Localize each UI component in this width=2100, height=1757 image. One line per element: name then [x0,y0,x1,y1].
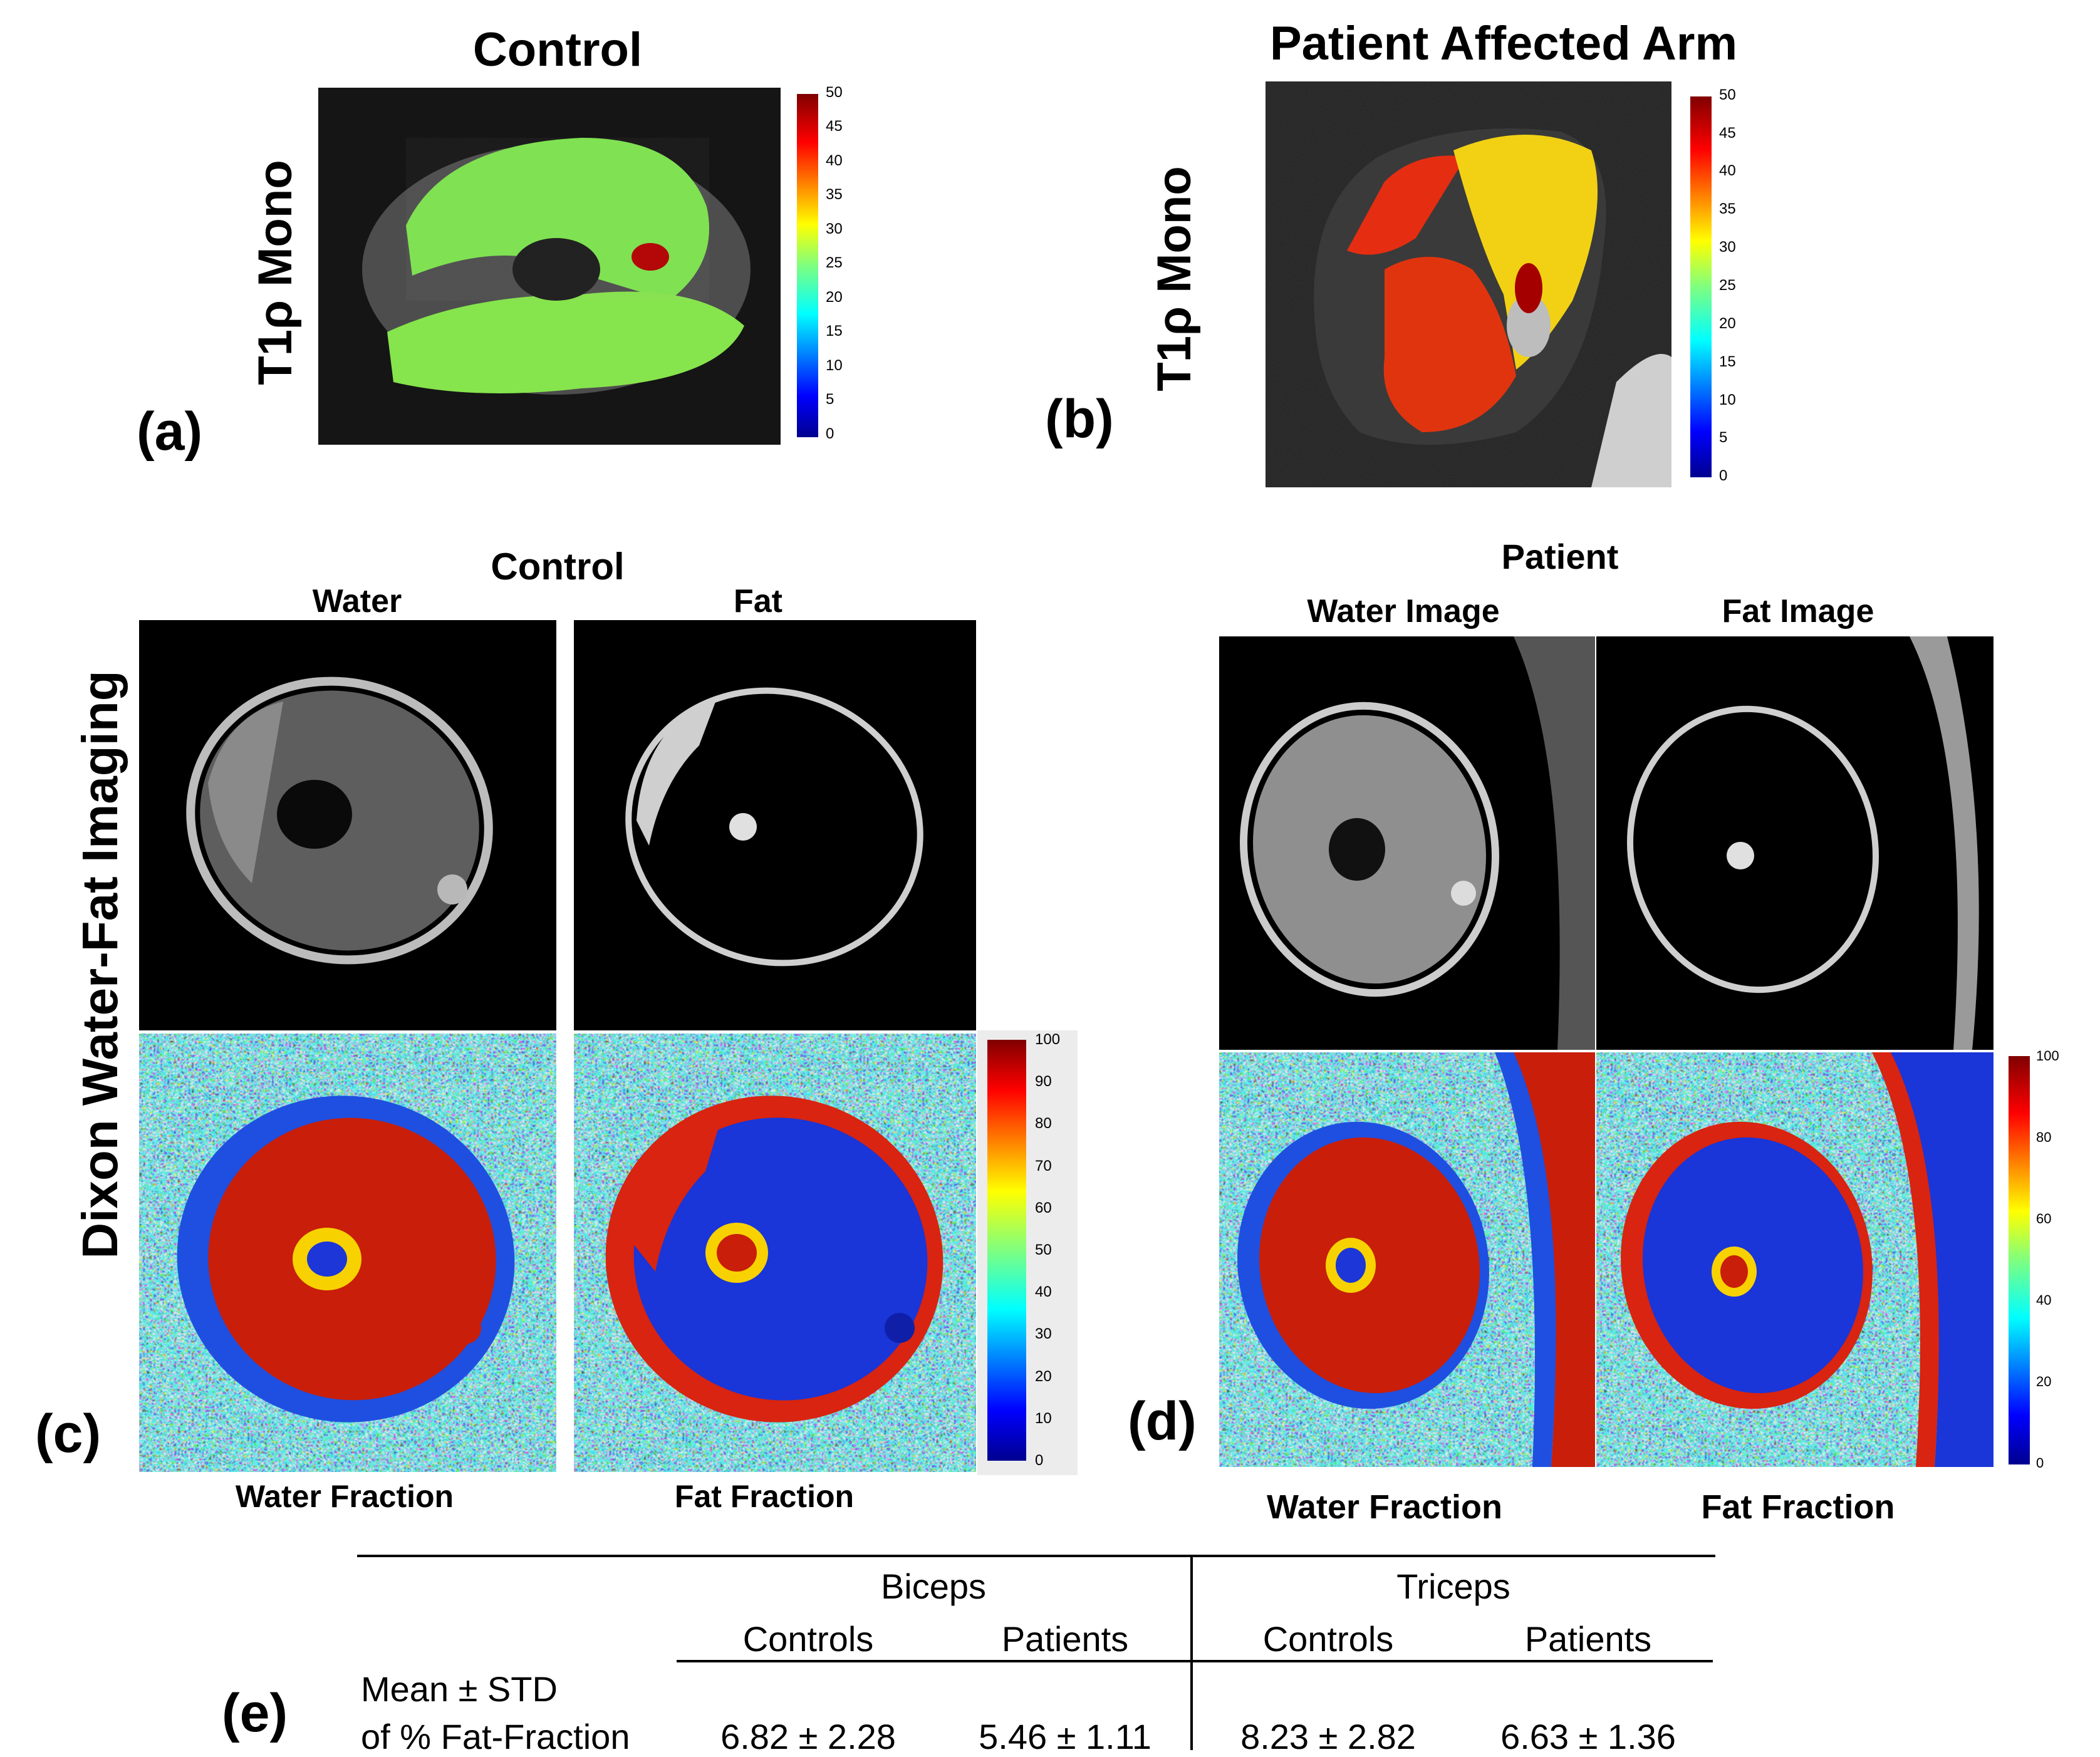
cbar-tick: 15 [1719,353,1736,370]
cbar-tick: 25 [826,254,843,271]
cbar-tick: 30 [1719,239,1736,256]
panel-d-colorbar [2009,1056,2030,1464]
panel-c-group-title: Control [491,546,625,588]
panel-b-colorbar [1690,96,1712,477]
panel-c-colorbar-ticks: 100 90 80 70 60 50 40 30 20 10 0 [1035,1032,1073,1471]
cbar-tick: 35 [826,186,843,203]
table-subheader: Patients [1001,1619,1129,1659]
panel-c-colorbar [987,1040,1026,1461]
cbar-tick: 30 [1035,1325,1052,1342]
cbar-tick: 0 [2036,1455,2044,1471]
cbar-tick: 0 [826,425,834,442]
table-cell-value: 5.46 ± 1.11 [979,1717,1151,1756]
table-group-triceps: Triceps [1396,1567,1510,1606]
panel-d-group-title: Patient [1501,537,1619,576]
panel-d-top-left-label: Water Image [1307,593,1500,630]
cbar-tick: 40 [826,152,843,169]
table-triceps-rule [1193,1660,1713,1662]
panel-a-letter: (a) [137,402,203,462]
panel-d-fat-fraction-map [1596,1052,1993,1467]
panel-d-water-fraction-map [1219,1052,1595,1467]
table-subheader: Controls [1262,1619,1394,1659]
panel-a-colorbar [797,94,818,437]
panel-c-water-image [139,620,556,1030]
cbar-tick: 20 [826,289,843,306]
panel-b-row-label: T1ρ Mono [1148,166,1201,391]
panel-d-bottom-left-label: Water Fraction [1266,1488,1503,1526]
panel-c-bottom-left-label: Water Fraction [235,1479,454,1514]
panel-b-title: Patient Affected Arm [1269,17,1738,70]
panel-d-bottom-right-label: Fat Fraction [1701,1488,1895,1526]
cbar-tick: 50 [826,84,843,101]
panel-c-bottom-right-label: Fat Fraction [674,1479,855,1514]
cbar-tick: 20 [2036,1374,2052,1389]
cbar-tick: 100 [2036,1048,2059,1064]
table-cell-value: 6.63 ± 1.36 [1500,1717,1676,1756]
cbar-tick: 90 [1035,1073,1052,1090]
cbar-tick: 0 [1719,467,1728,484]
panel-c-fat-image [574,620,976,1030]
cbar-tick: 60 [1035,1200,1052,1216]
cbar-tick: 80 [1035,1115,1052,1132]
panel-c-water-fraction-map [139,1034,556,1472]
cbar-tick: 60 [2036,1211,2052,1226]
cbar-tick: 25 [1719,277,1736,294]
cbar-tick: 35 [1719,200,1736,217]
panel-b-colorbar-ticks: 50 45 40 35 30 25 20 15 10 5 0 [1719,86,1757,484]
table-row-label-line2: of % Fat-Fraction [361,1717,630,1756]
cbar-tick: 30 [826,220,843,237]
cbar-tick: 15 [826,323,843,339]
panel-d-letter: (d) [1128,1391,1197,1451]
table-group-biceps: Biceps [880,1567,987,1606]
table-column-divider [1190,1555,1193,1750]
dixon-row-label: Dixon Water-Fat Imaging [72,670,128,1259]
panel-d-colorbar-ticks: 100 80 60 40 20 0 [2036,1049,2074,1475]
cbar-tick: 20 [1719,315,1736,332]
cbar-tick: 50 [1035,1241,1052,1258]
panel-a-colorbar-ticks: 50 45 40 35 30 25 20 15 10 5 0 [826,85,863,442]
table-subheader: Patients [1524,1619,1652,1659]
panel-a-title: Control [472,23,643,76]
cbar-tick: 100 [1035,1031,1061,1048]
panel-d-water-image [1219,636,1595,1050]
panel-d-fat-image [1596,636,1993,1050]
cbar-tick: 45 [1719,125,1736,142]
panel-c-letter: (c) [35,1404,101,1464]
cbar-tick: 40 [2036,1292,2052,1308]
table-cell-value: 6.82 ± 2.28 [720,1717,896,1756]
panel-c-top-left-label: Water [312,583,402,619]
cbar-tick: 10 [1035,1410,1052,1427]
cbar-tick: 0 [1035,1452,1044,1469]
panel-c-top-right-label: Fat [734,583,782,619]
table-subheader: Controls [742,1619,874,1659]
cbar-tick: 80 [2036,1129,2052,1145]
panel-b-letter: (b) [1045,389,1114,449]
table-top-rule [357,1555,1715,1557]
cbar-tick: 70 [1035,1158,1052,1174]
table-row-label-line1: Mean ± STD [361,1669,558,1709]
cbar-tick: 45 [826,118,843,135]
cbar-tick: 40 [1719,162,1736,179]
cbar-tick: 5 [826,391,834,408]
panel-a-t1rho-control-image [318,88,781,445]
table-cell-value: 8.23 ± 2.82 [1240,1717,1416,1756]
cbar-tick: 5 [1719,429,1728,446]
cbar-tick: 50 [1719,86,1736,103]
cbar-tick: 10 [1719,391,1736,408]
panel-c-fat-fraction-map [574,1034,976,1472]
panel-a-row-label: T1ρ Mono [249,160,302,385]
table-biceps-rule [677,1660,1190,1662]
cbar-tick: 20 [1035,1368,1052,1385]
panel-d-top-right-label: Fat Image [1722,593,1874,630]
panel-b-t1rho-patient-image [1266,81,1671,487]
cbar-tick: 40 [1035,1283,1052,1300]
panel-e-letter: (e) [222,1683,288,1743]
cbar-tick: 10 [826,357,843,374]
